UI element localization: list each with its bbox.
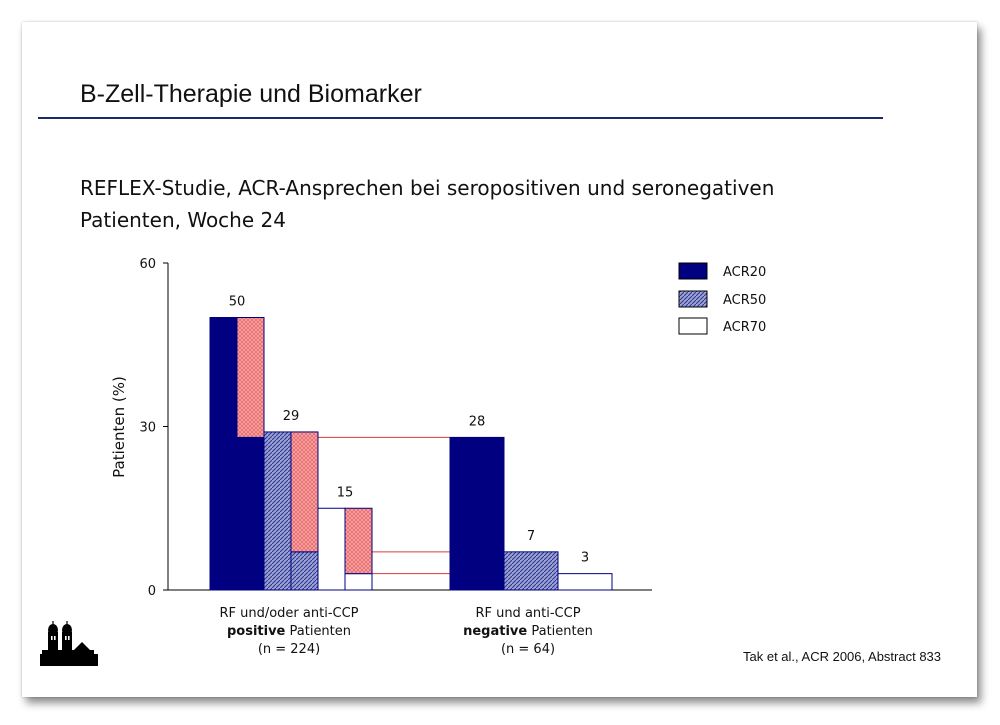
church-towers-logo-icon — [40, 621, 98, 666]
legend-swatch-acr70 — [678, 317, 708, 335]
data-label: 15 — [337, 485, 354, 500]
data-label: 7 — [527, 529, 535, 544]
legend-label-acr20: ACR20 — [723, 265, 766, 280]
bar-acr50-lower — [290, 551, 319, 591]
data-label: 3 — [581, 551, 589, 566]
subtitle-line-1: REFLEX-Studie, ACR-Ansprechen bei seropo… — [80, 176, 775, 200]
legend-swatch-acr20 — [678, 262, 708, 280]
difference-bar — [290, 431, 319, 553]
bar-acr70 — [557, 573, 613, 591]
x-category-label: (n = 224) — [258, 642, 320, 657]
citation: Tak et al., ACR 2006, Abstract 833 — [743, 649, 942, 664]
title-rule — [38, 117, 883, 119]
bar-acr20-lower — [236, 436, 265, 591]
x-category-label: RF und/oder anti-CCP — [219, 606, 358, 621]
slide-title: B-Zell-Therapie und Biomarker — [80, 80, 422, 108]
x-category-label: (n = 64) — [501, 642, 555, 657]
x-category-label: positive Patienten — [227, 624, 351, 639]
legend-swatch-acr50 — [678, 290, 708, 308]
bar-acr20 — [449, 436, 505, 591]
bar-acr50 — [503, 551, 559, 591]
subtitle-line-2: Patienten, Woche 24 — [80, 208, 286, 232]
legend-label-acr50: ACR50 — [723, 293, 766, 308]
data-label: 29 — [283, 409, 300, 424]
difference-bar — [236, 317, 265, 438]
x-category-label: RF und anti-CCP — [475, 606, 580, 621]
y-tick-label: 60 — [139, 257, 156, 272]
bar-acr20 — [209, 317, 238, 591]
bar-acr70 — [317, 507, 346, 591]
bar-acr50 — [263, 431, 292, 591]
slide-subtitle: REFLEX-Studie, ACR-Ansprechen bei seropo… — [80, 172, 774, 236]
y-tick-label: 0 — [148, 584, 156, 599]
data-label: 28 — [469, 414, 486, 429]
difference-bar — [344, 507, 373, 575]
y-axis-label: Patienten (%) — [110, 376, 128, 478]
y-tick-label: 30 — [139, 421, 156, 436]
x-category-label: negative Patienten — [463, 624, 593, 639]
data-label: 50 — [229, 295, 246, 310]
bar-acr70-lower — [344, 573, 373, 591]
legend-label-acr70: ACR70 — [723, 320, 766, 335]
